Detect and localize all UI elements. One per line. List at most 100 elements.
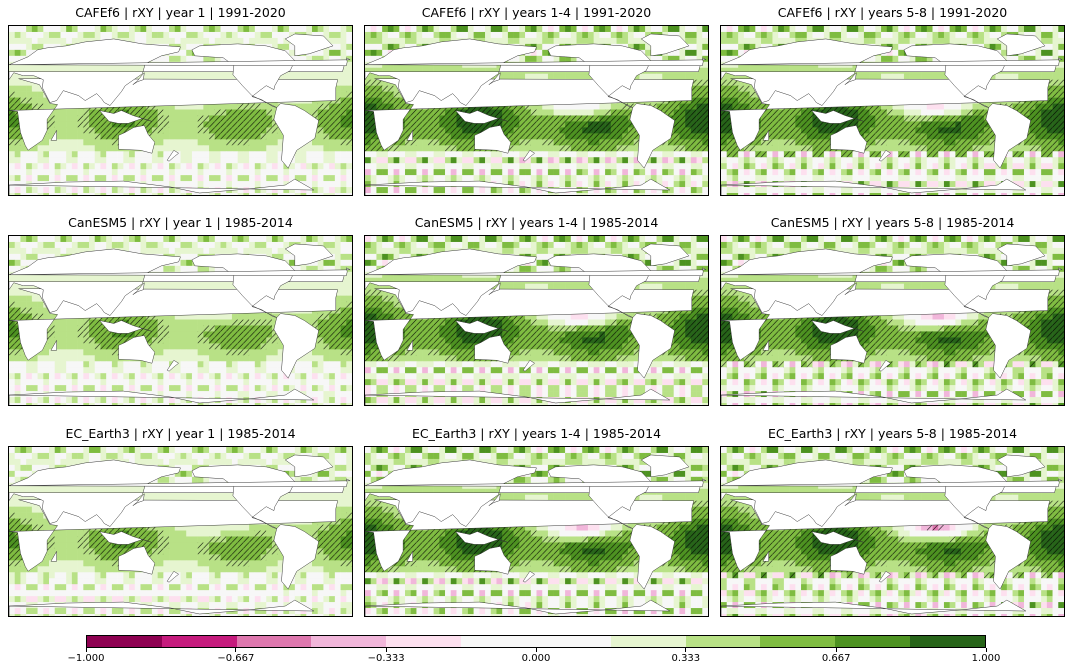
grid-cell — [433, 31, 440, 39]
grid-cell — [690, 49, 697, 57]
map-panel — [8, 25, 353, 196]
grid-cell — [231, 157, 238, 164]
grid-cell — [266, 133, 273, 140]
grid-cell — [66, 193, 73, 195]
grid-cell — [983, 37, 990, 45]
hatch-cell — [576, 127, 583, 134]
grid-cell — [616, 175, 623, 182]
hatch-cell — [605, 139, 611, 146]
grid-cell — [679, 187, 686, 194]
hatch-cell — [456, 145, 463, 152]
hatch-cell — [203, 127, 210, 134]
grid-cell — [1052, 26, 1059, 33]
grid-cell — [277, 37, 284, 45]
grid-cell — [553, 26, 560, 33]
hatch-cell — [405, 115, 411, 122]
grid-cell — [479, 187, 486, 194]
hatch-cell — [570, 139, 577, 146]
grid-cell — [197, 151, 204, 158]
grid-cell — [633, 193, 640, 195]
hatch-cell — [502, 109, 508, 116]
grid-cell — [823, 31, 830, 39]
hatch-cell — [382, 85, 388, 92]
hatch-cell — [249, 127, 255, 134]
grid-cell — [679, 26, 686, 33]
grid-cell — [1052, 55, 1059, 63]
grid-cell — [633, 43, 640, 51]
grid-cell — [300, 157, 307, 164]
grid-cell — [422, 139, 429, 146]
grid-cell — [622, 157, 629, 164]
hatch-cell — [616, 109, 623, 116]
grid-cell — [89, 31, 96, 39]
grid-cell — [311, 187, 318, 194]
hatch-cell — [702, 139, 708, 146]
grid-cell — [892, 49, 899, 57]
hatch-cell — [679, 103, 686, 110]
grid-cell — [570, 181, 577, 188]
hatch-cell — [445, 115, 451, 122]
grid-cell — [220, 37, 227, 45]
grid-cell — [382, 79, 389, 86]
grid-cell — [921, 37, 928, 45]
grid-cell — [134, 31, 141, 39]
hatch-cell — [599, 145, 606, 152]
grid-cell — [9, 181, 16, 188]
grid-cell — [599, 26, 606, 33]
grid-cell — [71, 31, 78, 39]
grid-cell — [49, 37, 56, 45]
grid-cell — [903, 43, 910, 51]
hatch-cell — [696, 121, 703, 128]
hatch-cell — [197, 127, 204, 134]
hatch-cell — [513, 115, 520, 122]
grid-cell — [645, 163, 652, 170]
grid-cell — [231, 181, 238, 188]
grid-cell — [157, 37, 164, 45]
grid-cell — [795, 67, 802, 75]
grid-cell — [667, 49, 674, 57]
grid-cell — [738, 49, 745, 57]
hatch-cell — [334, 127, 341, 134]
grid-cell — [370, 169, 377, 176]
grid-cell — [892, 73, 899, 80]
grid-cell — [387, 67, 394, 75]
grid-cell — [525, 181, 532, 188]
grid-cell — [214, 55, 221, 63]
hatch-cell — [387, 145, 394, 152]
grid-cell — [473, 187, 480, 194]
grid-cell — [214, 181, 221, 188]
grid-cell — [134, 67, 141, 75]
hatch-cell — [226, 115, 232, 122]
grid-cell — [365, 31, 372, 39]
grid-cell — [180, 139, 187, 146]
hatch-cell — [237, 121, 244, 128]
grid-cell — [31, 151, 38, 158]
grid-cell — [559, 55, 566, 63]
grid-cell — [732, 26, 739, 33]
hatch-cell — [696, 97, 703, 104]
grid-cell — [766, 31, 773, 39]
grid-cell — [266, 157, 273, 164]
hatch-cell — [323, 109, 330, 116]
grid-cell — [915, 26, 922, 33]
grid-cell — [490, 26, 497, 33]
grid-cell — [186, 26, 193, 33]
hatch-cell — [376, 139, 383, 146]
grid-cell — [163, 26, 170, 33]
map-svg — [721, 26, 1064, 195]
hatch-cell — [593, 127, 600, 134]
grid-cell — [553, 37, 560, 45]
grid-cell — [237, 31, 244, 39]
grid-cell — [599, 151, 606, 158]
grid-cell — [633, 31, 640, 39]
grid-cell — [547, 181, 554, 188]
hatch-cell — [317, 103, 324, 110]
grid-cell — [405, 26, 412, 33]
grid-cell — [639, 187, 646, 194]
grid-cell — [1023, 31, 1030, 39]
grid-cell — [180, 181, 187, 188]
grid-cell — [881, 55, 888, 63]
hatch-cell — [146, 103, 152, 110]
hatch-cell — [525, 103, 531, 110]
grid-cell — [702, 187, 708, 194]
